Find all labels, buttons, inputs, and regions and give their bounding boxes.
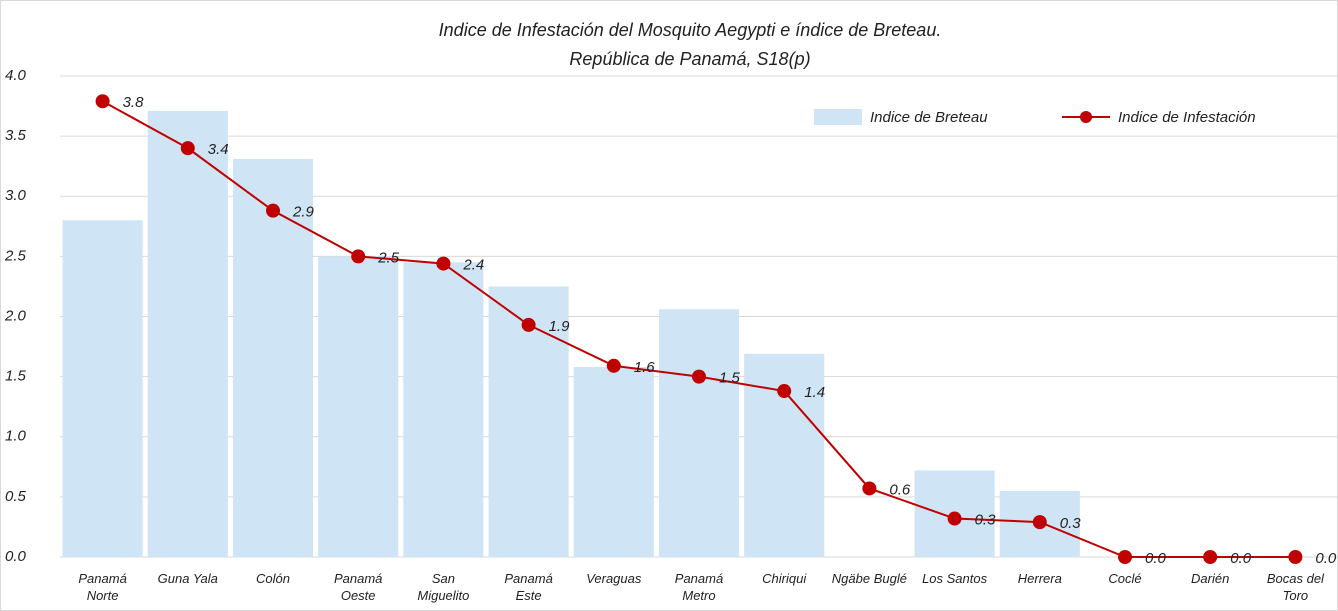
chart-subtitle: República de Panamá, S18(p) — [569, 49, 810, 69]
y-tick-label: 1.5 — [5, 368, 27, 385]
line-point — [95, 94, 110, 109]
x-tick-label: Coclé — [1108, 571, 1142, 586]
data-label: 2.4 — [462, 257, 484, 274]
data-label: 1.6 — [634, 359, 656, 376]
data-label: 0.3 — [1060, 515, 1082, 532]
x-tick-label: Darién — [1191, 571, 1230, 586]
data-label: 0.6 — [889, 481, 911, 498]
line-point — [606, 358, 621, 373]
bar — [147, 110, 228, 557]
line-point — [1288, 550, 1303, 564]
x-tick-label: Panamá Norte — [78, 571, 127, 603]
bar — [658, 309, 740, 557]
line-point — [1032, 515, 1047, 530]
data-label: 0.0 — [1315, 550, 1337, 567]
data-label: 2.5 — [377, 249, 400, 266]
line-point — [180, 141, 195, 156]
y-tick-label: 3.5 — [5, 127, 27, 144]
y-tick-label: 4.0 — [5, 67, 27, 84]
bar — [62, 220, 143, 558]
legend-label: Indice de Infestación — [1118, 109, 1256, 126]
y-tick-label: 3.0 — [5, 187, 27, 204]
x-tick-label: Herrera — [1017, 571, 1062, 586]
line-point — [436, 256, 451, 271]
x-tick-label: Colón — [256, 571, 290, 586]
y-tick-label: 0.5 — [5, 488, 27, 505]
chart-title: Indice de Infestación del Mosquito Aegyp… — [439, 20, 942, 40]
data-label: 0.0 — [1145, 550, 1167, 567]
line-point — [862, 481, 877, 496]
data-label: 1.5 — [719, 370, 741, 387]
y-tick-label: 1.0 — [5, 428, 27, 445]
x-tick-label: Panamá Este — [504, 571, 553, 603]
data-label: 1.9 — [549, 318, 571, 335]
x-tick-label: San Miguelito — [417, 571, 470, 603]
bar — [573, 367, 654, 557]
line-point — [521, 317, 536, 332]
data-label: 1.4 — [804, 384, 825, 401]
line-point — [777, 384, 792, 399]
data-label: 2.9 — [292, 204, 315, 221]
line-point — [351, 249, 366, 264]
x-tick-label: Guna Yala — [157, 571, 218, 586]
line-point — [947, 511, 962, 526]
x-tick-label: Bocas del Toro — [1266, 571, 1324, 603]
data-label: 0.0 — [1230, 550, 1252, 567]
data-label: 3.8 — [123, 94, 145, 111]
x-tick-label: Veraguas — [586, 571, 642, 586]
y-tick-label: 0.0 — [5, 548, 27, 565]
y-tick-label: 2.0 — [4, 307, 27, 324]
line-point — [692, 369, 706, 384]
y-tick-label: 2.5 — [4, 247, 27, 264]
legend-swatch — [814, 109, 862, 125]
bar — [403, 262, 484, 557]
line-point — [266, 203, 280, 218]
data-label: 3.4 — [208, 141, 229, 158]
x-tick-label: Chiriqui — [762, 571, 807, 586]
legend-label: Indice de Breteau — [870, 109, 988, 126]
data-label: 0.3 — [975, 511, 997, 528]
x-tick-label: Panamá Oeste — [333, 571, 383, 603]
bar — [318, 256, 399, 557]
line-point — [1118, 550, 1132, 564]
x-tick-label: Ngäbe Buglé — [831, 571, 907, 586]
x-tick-label: Panamá Metro — [674, 571, 724, 603]
legend-swatch — [1080, 111, 1092, 123]
x-tick-label: Los Santos — [922, 571, 988, 586]
line-point — [1203, 550, 1218, 564]
